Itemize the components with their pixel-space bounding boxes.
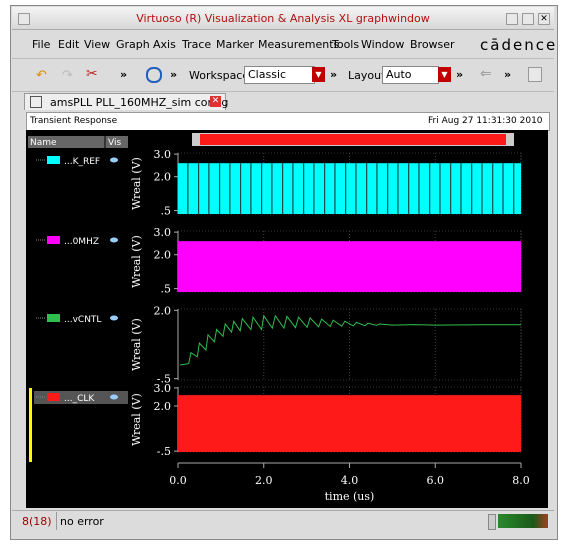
legend-label[interactable]: ..._CLK	[64, 394, 95, 404]
layout-label: Layout:	[348, 69, 390, 82]
legend-label[interactable]: ...vCNTL	[64, 315, 101, 325]
logo: cādence	[480, 36, 558, 54]
selection-marker	[29, 388, 32, 462]
scrollbar-thumb[interactable]	[200, 134, 506, 145]
legend-header	[28, 136, 128, 148]
workspace-select[interactable]: Classic	[244, 66, 315, 84]
layout-select[interactable]: Auto	[382, 66, 439, 84]
graph-area: Name Vis 3.0 2.0 .5 Wreal (V) ...K_REF 3.0 2.0…	[26, 130, 548, 508]
y-tick-label: 3.0	[154, 226, 172, 239]
y-axis-label: Wreal (V)	[130, 393, 143, 446]
y-tick-label: 2.0	[154, 249, 172, 262]
status-bar	[12, 510, 554, 531]
name-header: Name	[30, 138, 57, 148]
legend-swatch	[47, 236, 60, 244]
tab-icon	[30, 96, 42, 108]
visibility-icon[interactable]	[110, 157, 118, 163]
x-tick-label: 8.0	[512, 474, 530, 487]
tab[interactable]	[24, 93, 226, 110]
waveform-band	[178, 395, 521, 452]
y-tick-label: -.5	[157, 373, 171, 386]
window-title: Virtuoso (R) Visualization & Analysis XL…	[136, 12, 430, 25]
progress-handle	[488, 514, 496, 530]
y-axis-label: Wreal (V)	[130, 235, 143, 288]
cut-icon[interactable]: ✂	[86, 66, 98, 82]
x-axis-label: time (us)	[325, 490, 375, 503]
visibility-icon[interactable]	[110, 315, 118, 321]
tab-close[interactable]: ✕	[210, 96, 221, 107]
waveform-band	[178, 241, 521, 292]
refresh-icon[interactable]	[146, 67, 162, 83]
y-tick-label: .5	[161, 283, 172, 296]
panel-title: Transient Response	[30, 116, 118, 126]
x-tick-label: 0.0	[169, 474, 187, 487]
more-icon[interactable]: »	[456, 68, 464, 81]
window-menu-button[interactable]	[18, 13, 30, 25]
vis-header: Vis	[108, 138, 121, 148]
menu-item[interactable]: Tools	[332, 38, 360, 51]
timestamp: Fri Aug 27 11:31:30 2010	[428, 116, 543, 126]
menu-item[interactable]: View	[84, 38, 111, 51]
x-tick-label: 4.0	[341, 474, 359, 487]
menu-item[interactable]: Marker	[216, 38, 255, 51]
more-icon[interactable]: »	[170, 68, 178, 81]
nav-icon[interactable]: ⇐	[480, 66, 492, 82]
x-tick-label: 2.0	[255, 474, 273, 487]
legend-label[interactable]: ...0MHZ	[64, 237, 99, 247]
dropdown-arrow[interactable]: ▼	[312, 67, 325, 82]
more-icon[interactable]: »	[504, 68, 512, 81]
menu-item[interactable]: File	[32, 38, 51, 51]
status-count: 8(18)	[22, 515, 52, 528]
title-bar	[12, 7, 554, 30]
grid-icon[interactable]	[528, 67, 542, 82]
y-axis-label: Wreal (V)	[130, 318, 143, 371]
menu-item[interactable]: Window	[361, 38, 405, 51]
menu-item[interactable]: Graph	[116, 38, 150, 51]
legend-swatch	[47, 393, 60, 401]
y-tick-label: .5	[161, 205, 172, 218]
waveform-line	[180, 314, 521, 366]
workspace-label: Workspace:	[189, 69, 253, 82]
legend-swatch	[47, 156, 60, 164]
menu-item[interactable]: Browser	[410, 38, 455, 51]
menu-item[interactable]: Measurements	[258, 38, 340, 51]
y-tick-label: 2.0	[154, 304, 172, 317]
tab-label: amsPLL PLL_160MHZ_sim config	[50, 96, 229, 109]
progress-bar	[498, 514, 548, 528]
menu-item[interactable]: Trace	[182, 38, 212, 51]
close-button[interactable]: ✕	[538, 13, 550, 25]
x-tick-label: 6.0	[427, 474, 445, 487]
more-icon[interactable]: »	[330, 68, 338, 81]
toolbar	[12, 58, 554, 92]
redo-icon[interactable]: ↷	[62, 68, 73, 83]
visibility-icon[interactable]	[110, 237, 118, 243]
y-axis-label: Wreal (V)	[130, 157, 143, 210]
dropdown-arrow[interactable]: ▼	[438, 67, 451, 82]
y-tick-label: 3.0	[154, 382, 172, 395]
y-tick-label: 2.0	[154, 400, 172, 413]
minimize-button[interactable]	[506, 13, 518, 25]
waveform-band	[178, 163, 521, 214]
y-tick-label: 2.0	[154, 171, 172, 184]
legend-swatch	[47, 314, 60, 322]
undo-icon[interactable]: ↶	[36, 68, 47, 83]
status-message: no error	[60, 515, 104, 528]
maximize-button[interactable]	[522, 13, 534, 25]
menu-item[interactable]: Edit	[58, 38, 80, 51]
y-tick-label: -.5	[157, 445, 171, 458]
visibility-icon[interactable]	[110, 394, 118, 400]
y-tick-label: 3.0	[154, 148, 172, 161]
more-icon[interactable]: »	[120, 68, 128, 81]
legend-label[interactable]: ...K_REF	[64, 157, 100, 167]
status-divider	[56, 512, 57, 530]
menu-item[interactable]: Axis	[153, 38, 176, 51]
